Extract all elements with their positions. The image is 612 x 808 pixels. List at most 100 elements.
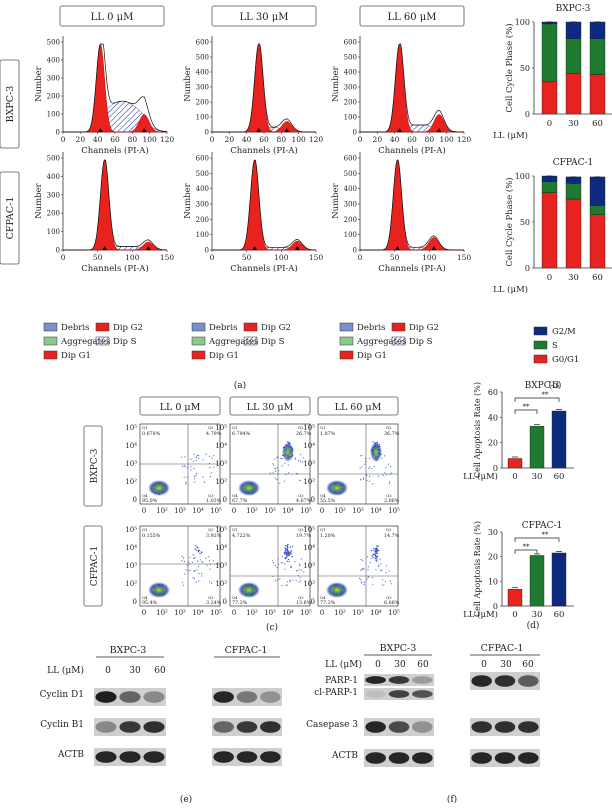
sig-label: ** [523,403,531,411]
sig-bracket-0-60 [514,397,560,402]
x-tick-label: 0 [210,253,215,262]
y-tick-label: 10³ [215,460,227,468]
legend-label: Dip G2 [113,323,143,333]
bar-0 [507,589,523,607]
y-tick-label: 200 [344,99,357,107]
histogram-1-1: 0 100 200 300 400 500 600 0 50 100 150 Channels (PI… [183,152,323,274]
y-tick-label: 10⁵ [125,424,137,432]
event-dot [190,469,192,471]
y-axis-title: Number [34,182,44,218]
event-dot [290,553,292,555]
wb-f-dose-1: 30 [394,660,406,670]
x-tick-label: 60 [407,135,417,144]
g1-marker [397,128,403,132]
wb-f-ll-label: LL (μM) [325,659,362,670]
x-tick-label: 60 [592,119,603,129]
legend-swatch [339,336,354,346]
x-tick-label: 10⁴ [192,507,204,515]
event-dot [284,557,286,559]
band [412,676,433,684]
bar-segment-G0/G1 [589,214,606,269]
band [236,751,258,763]
event-dot [202,459,204,461]
x-tick-label: 10⁴ [370,609,382,617]
event-dot [182,581,184,584]
event-dot [372,583,374,585]
event-dot [299,460,301,462]
x-axis-title: Channels (PI-A) [378,145,446,156]
flow-cellline-label-bxpc: BXPC-3 [90,448,100,483]
wb-f-cellline-bxpc: BXPC-3 [380,643,417,654]
y-tick-label: 0 [311,496,315,504]
event-dot [209,476,211,478]
event-dot [205,453,207,455]
legend-swatch [533,340,548,350]
chart-title: BXPC-3 [556,4,591,14]
event-dot [368,480,370,482]
y-tick-label: 300 [196,84,209,92]
event-dot [196,560,198,562]
y-tick-label: 50 [520,64,530,73]
y-axis-title: Cell Cycle Phase (%) [504,177,515,266]
quadrant-id: Q1 [142,527,148,532]
band [119,721,141,733]
total-fit-line [63,43,167,133]
event-dot [283,480,285,482]
quadrant-id: Q4 [232,493,238,498]
event-dot [376,560,378,563]
x-tick-label: 0 [512,610,517,620]
event-dot [369,466,371,468]
event-dot [287,581,289,583]
event-dot [295,458,297,460]
legend-label: Dip G1 [357,351,387,361]
legend-swatch [43,350,58,360]
wb-f-cellline-cfpac: CFPAC-1 [481,643,524,654]
cellline-box-cfpac [0,171,20,265]
y-axis-title: Number [331,65,341,101]
quadrant-id: Q4 [320,595,326,600]
event-dot [376,547,378,550]
event-dot [272,562,274,564]
g2-marker [284,128,290,132]
event-dot [281,562,283,564]
event-dot [286,545,289,547]
x-tick-label: 20 [76,135,86,144]
flow-layer: Q10.678%Q24.79%Q495.0%Q31.03%0010²10²10³… [125,423,400,617]
blot-f-cfpac-casp3 [470,718,540,736]
event-dot [276,579,278,581]
x-tick-label: 10⁴ [282,507,294,515]
quadrant-id: Q2 [298,425,304,430]
event-dot [377,475,379,477]
x-tick-label: 10⁵ [388,609,400,617]
panel-letter-f: (f) [447,794,457,805]
event-dot [363,568,365,570]
x-tick-label: 80 [277,135,287,144]
x-tick-label: 150 [160,253,175,262]
y-tick-label: 100 [515,18,530,27]
legend-swatch [243,336,258,346]
event-dot [211,457,213,459]
band [471,752,492,764]
event-dot [290,550,292,552]
event-dot [378,564,380,566]
x-tick-label: 0 [547,119,552,129]
y-tick-label: 500 [47,39,60,47]
event-dot [377,565,379,567]
event-dot [285,551,287,553]
event-dot [289,579,291,582]
wb-f-protein-2: Casepase 3 [306,720,358,730]
legend-swatch [339,322,354,332]
y-tick-label: 10³ [215,562,227,570]
x-tick-label: 120 [160,135,175,144]
event-dot [208,455,210,457]
x-tick-label: 50 [390,253,400,262]
y-tick-label: 0 [353,247,357,255]
histogram-1-0: 0 100 200 300 400 500 0 50 100 150 Channels (PI-A)… [34,152,174,274]
x-tick-label: 10³ [264,507,276,515]
event-dot [375,557,378,559]
quadrant-id: Q2 [208,425,214,430]
y-tick-label: 0 [133,598,137,606]
x-tick-label: 30 [568,273,579,283]
